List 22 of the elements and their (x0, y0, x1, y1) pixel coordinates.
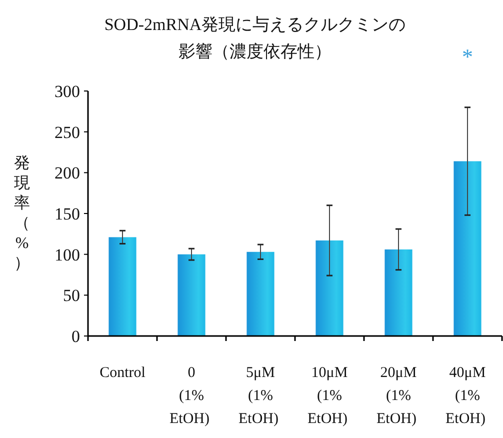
y-tick-label: 150 (54, 204, 80, 224)
x-tick-label: 0 (1% EtOH) (170, 365, 210, 427)
x-tick-label: 10μM (1% EtOH) (308, 365, 348, 427)
x-tick-label: Control (100, 365, 146, 381)
x-tick-label: 20μM (1% EtOH) (376, 365, 417, 427)
y-tick-label: 0 (72, 327, 80, 346)
bar (316, 240, 344, 336)
bar (246, 252, 274, 336)
x-tick-label: 5μM (1% EtOH) (238, 365, 278, 427)
y-tick-label: 250 (54, 122, 80, 142)
y-axis-title: 発現率（%） (14, 155, 30, 272)
y-tick-label: 100 (54, 245, 80, 264)
bar (454, 161, 482, 336)
bar (384, 249, 412, 336)
bar (108, 237, 136, 336)
y-tick-label: 200 (54, 164, 80, 183)
text: * (462, 44, 473, 69)
y-tick-label: 300 (54, 82, 80, 101)
y-tick-label: 50 (63, 286, 80, 306)
bar (178, 254, 206, 336)
x-tick-label: 40μM (1% EtOH) (446, 365, 486, 427)
chart-title: SOD-2mRNA発現に与えるクルクミンの影響（濃度依存性） (104, 15, 406, 61)
